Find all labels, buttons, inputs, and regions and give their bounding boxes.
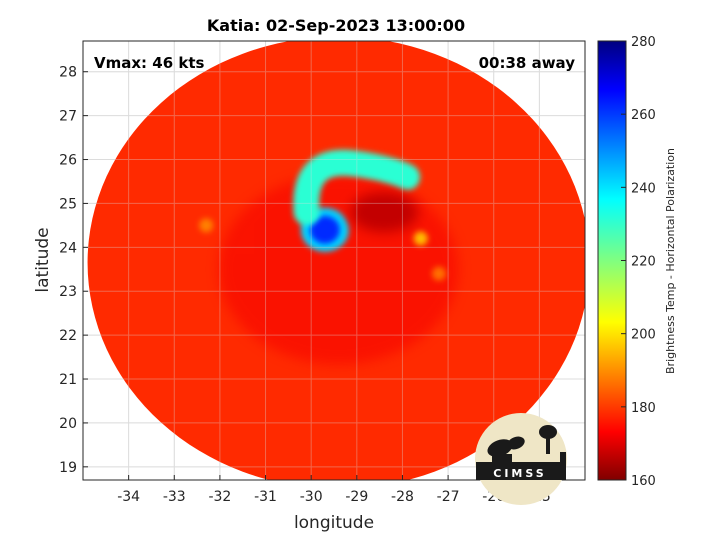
colorbar-tick-label: 240 [631, 181, 656, 196]
storm-envelope [218, 174, 459, 365]
x-tick-label: -31 [254, 489, 277, 505]
x-tick-label: -28 [391, 489, 414, 505]
y-axis-label: latitude [33, 227, 53, 292]
y-tick-label: 25 [59, 196, 77, 212]
cimss-logo: CIMSS [475, 413, 567, 505]
colorbar-tick-label: 180 [631, 401, 656, 416]
colorbar-tick-label: 220 [631, 255, 656, 270]
time-offset-annotation: 00:38 away [479, 54, 576, 72]
logo-tower [546, 438, 550, 454]
y-tick-label: 22 [59, 328, 77, 344]
x-axis-label: longitude [294, 513, 374, 533]
colorbar: 160 180 200 220 240 260 280 Brightness Temp - … [597, 35, 677, 489]
colorbar-label: Brightness Temp - Horizontal Polarizatio… [664, 148, 677, 374]
grid-overlay [83, 41, 585, 480]
y-tick-label: 20 [59, 416, 77, 432]
x-tick-label: -32 [208, 489, 231, 505]
y-tick-label: 26 [59, 153, 77, 169]
y-tick-label: 23 [59, 284, 77, 300]
y-tick-label: 19 [59, 460, 77, 476]
colorbar-tick-label: 260 [631, 108, 656, 123]
storm-features [199, 149, 459, 365]
chart-title: Katia: 02-Sep-2023 13:00:00 [207, 16, 465, 35]
feature-small-cell [413, 231, 428, 246]
feature-rainband-arc [293, 149, 421, 226]
x-tick-label: -33 [163, 489, 186, 505]
plot-frame [82, 40, 586, 481]
x-tick-label: -34 [117, 489, 140, 505]
y-tick-label: 21 [59, 372, 77, 388]
swath-layer [87, 41, 585, 480]
x-tick-label: -30 [300, 489, 323, 505]
colorbar-ticks: 160 180 200 220 240 260 280 [621, 35, 656, 489]
feature-convective-core [309, 215, 340, 244]
logo-tank [539, 425, 557, 439]
feature-clear-eye-region [350, 192, 419, 233]
vmax-annotation: Vmax: 46 kts [94, 54, 204, 72]
y-tick-label: 28 [59, 65, 77, 81]
plot-area: -34-33-32-31-30-29-28-27-26-25 192021222… [59, 40, 586, 505]
feature-small-cell [431, 266, 446, 281]
y-axis-ticks: 19 20 21 22 23 24 25 26 27 28 [59, 65, 88, 476]
y-tick-label: 24 [59, 240, 77, 256]
colorbar-tick-label: 280 [631, 35, 656, 50]
colorbar-tick-label: 200 [631, 328, 656, 343]
colorbar-tick-label: 160 [631, 474, 656, 489]
x-tick-label: -29 [345, 489, 368, 505]
logo-dish-left [487, 439, 513, 457]
y-tick-label: 27 [59, 109, 77, 125]
feature-small-cell [199, 218, 214, 233]
logo-dish-right [507, 436, 525, 450]
x-tick-label: -27 [437, 489, 460, 505]
logo-text: CIMSS [493, 467, 546, 480]
logo-building [476, 452, 566, 480]
